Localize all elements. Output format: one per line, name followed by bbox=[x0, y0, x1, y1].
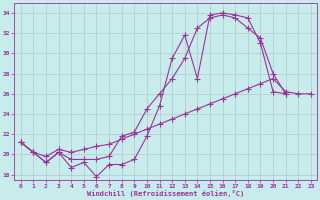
X-axis label: Windchill (Refroidissement éolien,°C): Windchill (Refroidissement éolien,°C) bbox=[87, 190, 244, 197]
